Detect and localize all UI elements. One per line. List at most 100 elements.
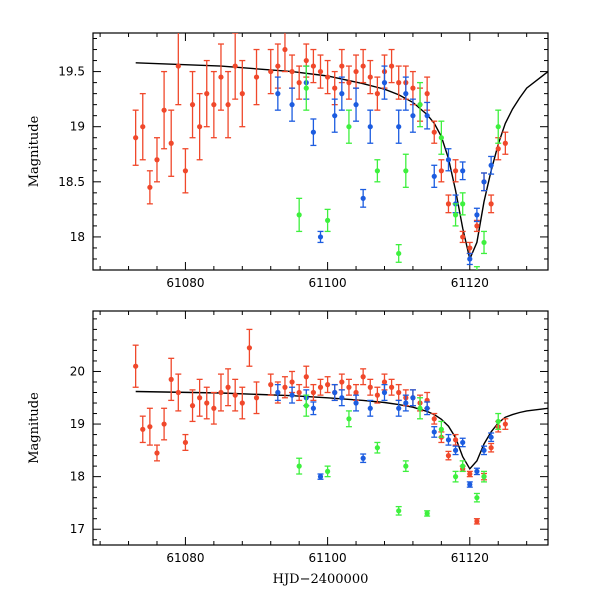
top-blue-point — [339, 91, 345, 97]
top-red-point — [140, 124, 146, 130]
top-red-point — [502, 140, 508, 146]
top-red-point — [182, 168, 189, 174]
top-red-point — [467, 245, 473, 251]
bottom-green-point — [495, 418, 501, 425]
top-blue-point — [467, 256, 473, 262]
bottom-blue-point — [452, 447, 459, 453]
top-blue-point — [410, 113, 416, 119]
bottom-blue-point — [275, 389, 281, 396]
top-blue-point — [488, 162, 494, 168]
top-y-tick-label: 18.5 — [58, 175, 85, 189]
bottom-green-point — [438, 426, 444, 432]
bottom-red-point — [282, 384, 288, 390]
bottom-blue-point — [360, 455, 366, 461]
top-green-point — [403, 168, 409, 174]
bottom-blue-point — [481, 447, 487, 453]
top-red-point — [296, 80, 302, 86]
bottom-red-point — [211, 405, 217, 411]
bottom-data-layer — [132, 328, 548, 525]
top-series-blue — [274, 65, 495, 266]
bottom-red-point — [197, 395, 203, 401]
bottom-green-point — [396, 508, 402, 514]
bottom-green-point — [417, 405, 423, 411]
bottom-green-point — [403, 463, 409, 469]
top-blue-point — [310, 129, 316, 135]
bottom-blue-point — [445, 437, 452, 443]
top-blue-point — [460, 168, 466, 174]
bottom-red-point — [381, 379, 388, 385]
top-red-point — [268, 68, 274, 75]
top-red-point — [452, 168, 459, 174]
bottom-red-point — [296, 389, 302, 396]
top-y-tick-label: 18 — [70, 230, 85, 244]
top-red-point — [225, 102, 231, 108]
bottom-green-point — [460, 463, 466, 469]
top-green-point — [495, 124, 501, 130]
bottom-y-axis-label: Magnitude — [27, 392, 42, 464]
top-red-point — [147, 184, 153, 190]
bottom-blue-point — [460, 439, 466, 446]
top-red-point — [189, 102, 196, 108]
bottom-red-point — [488, 445, 494, 451]
top-red-point — [175, 63, 181, 69]
top-red-point — [388, 63, 395, 69]
bottom-series-green — [296, 394, 502, 517]
bottom-x-tick-label: 61120 — [451, 551, 489, 565]
top-blue-point — [317, 234, 324, 240]
bottom-blue-point — [431, 429, 437, 435]
bottom-red-point — [317, 384, 324, 390]
bottom-red-point — [218, 389, 224, 396]
bottom-blue-point — [474, 468, 480, 474]
bottom-blue-point — [488, 434, 494, 440]
bottom-blue-point — [367, 405, 373, 411]
top-blue-point — [431, 173, 437, 179]
bottom-y-tick-label: 18 — [70, 470, 85, 484]
top-green-point — [396, 250, 402, 257]
bottom-green-point — [374, 445, 380, 451]
bottom-green-point — [303, 403, 309, 409]
top-x-tick-label: 61100 — [309, 276, 347, 290]
top-red-point — [239, 91, 245, 97]
top-green-point — [438, 135, 444, 141]
top-red-point — [310, 63, 316, 69]
bottom-series-blue — [274, 383, 495, 488]
top-green-point — [417, 102, 423, 108]
bottom-red-point — [168, 376, 174, 382]
bottom-red-point — [232, 392, 238, 398]
bottom-green-point — [474, 495, 480, 501]
top-green-point — [296, 212, 302, 218]
top-blue-point — [445, 157, 452, 163]
top-red-point — [339, 63, 345, 69]
top-blue-point — [474, 212, 480, 218]
top-red-point — [424, 91, 430, 97]
bottom-red-point — [339, 379, 345, 385]
bottom-red-point — [502, 421, 508, 427]
top-red-point — [317, 68, 324, 75]
bottom-red-point — [147, 424, 153, 430]
top-y-tick-label: 19 — [70, 120, 85, 134]
bottom-red-point — [367, 384, 373, 390]
top-blue-point — [332, 113, 338, 119]
top-blue-point — [396, 124, 402, 130]
bottom-red-point — [175, 389, 181, 396]
bottom-red-point — [225, 384, 231, 390]
top-green-point — [374, 168, 380, 174]
top-red-point — [460, 234, 466, 240]
top-red-point — [282, 46, 288, 53]
bottom-red-point — [268, 382, 274, 388]
bottom-red-point — [374, 392, 380, 398]
top-blue-point — [403, 91, 409, 97]
bottom-y-tick-label: 19 — [70, 417, 85, 431]
top-red-point — [218, 74, 224, 80]
top-red-point — [133, 135, 139, 141]
top-red-point — [253, 74, 260, 80]
bottom-series-red — [132, 328, 509, 525]
bottom-green-point — [452, 474, 459, 480]
top-red-point — [346, 80, 352, 86]
bottom-plot-frame — [92, 310, 549, 546]
top-red-point — [410, 85, 416, 91]
top-red-point — [232, 63, 238, 69]
top-x-tick-label: 61120 — [451, 276, 489, 290]
top-red-point — [303, 57, 309, 64]
